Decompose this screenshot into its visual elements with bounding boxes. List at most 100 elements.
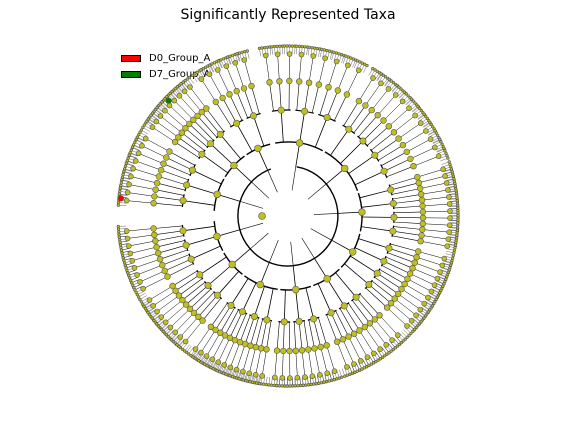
taxon-node xyxy=(452,248,457,252)
taxon-node xyxy=(142,304,146,309)
taxon-node xyxy=(385,123,392,130)
taxon-node xyxy=(310,53,317,59)
branch-line xyxy=(339,308,355,334)
taxon-node xyxy=(137,295,141,299)
branch-line xyxy=(359,189,391,199)
branch-line xyxy=(156,240,185,248)
branch-line xyxy=(127,192,155,197)
taxon-node xyxy=(380,167,388,175)
branch-line xyxy=(388,248,417,258)
taxon-node xyxy=(204,281,212,289)
taxon-node xyxy=(292,347,299,354)
taxon-node xyxy=(394,332,401,338)
taxon-node xyxy=(340,302,348,310)
taxon-node xyxy=(365,365,369,369)
taxon-node xyxy=(224,372,228,376)
taxon-node xyxy=(123,228,130,234)
branch-line xyxy=(392,194,422,200)
taxon-node xyxy=(150,302,156,309)
taxon-node xyxy=(183,78,187,83)
branch-line xyxy=(418,251,445,259)
branch-line xyxy=(267,170,278,193)
branch-line xyxy=(343,305,360,331)
taxon-node xyxy=(119,245,123,250)
taxon-node xyxy=(116,227,121,231)
taxon-node xyxy=(254,144,262,153)
taxon-node xyxy=(166,102,173,109)
taxon-node xyxy=(316,371,323,378)
branch-line xyxy=(279,81,282,111)
taxon-node xyxy=(133,140,137,144)
taxon-node xyxy=(272,44,277,49)
taxon-node xyxy=(118,189,122,193)
taxon-node xyxy=(206,71,213,78)
taxon-node xyxy=(152,237,159,245)
branch-line xyxy=(141,145,167,158)
branch-line xyxy=(283,289,286,322)
taxon-node xyxy=(182,124,189,132)
branch-line xyxy=(317,283,332,313)
taxon-node xyxy=(228,374,232,378)
taxon-node xyxy=(305,79,313,86)
taxon-node xyxy=(389,337,395,343)
branch-line xyxy=(296,81,300,111)
branch-line xyxy=(236,123,253,152)
taxon-node xyxy=(213,232,221,241)
branch-line xyxy=(193,291,215,314)
taxon-node xyxy=(280,347,287,355)
taxon-node xyxy=(359,137,367,145)
taxon-node xyxy=(171,97,178,104)
taxon-node xyxy=(117,192,121,196)
taxon-node xyxy=(203,105,210,112)
branch-line xyxy=(249,347,256,374)
taxon-node xyxy=(341,164,349,173)
branch-line xyxy=(358,115,378,137)
taxon-node xyxy=(440,142,444,146)
taxon-node xyxy=(383,354,387,358)
branch-line xyxy=(348,336,361,361)
branch-line xyxy=(277,54,280,82)
taxon-node xyxy=(151,193,158,200)
taxon-node xyxy=(399,87,403,91)
branch-line xyxy=(175,274,200,292)
branch-line xyxy=(145,138,170,152)
taxon-node xyxy=(398,285,405,293)
taxon-node xyxy=(409,265,416,272)
taxon-node xyxy=(175,85,179,89)
taxon-node xyxy=(389,227,397,235)
taxon-node xyxy=(312,382,316,386)
taxon-node xyxy=(219,94,226,102)
taxon-node xyxy=(199,317,206,324)
branch-line xyxy=(295,289,300,322)
taxon-node xyxy=(132,158,139,164)
taxon-node xyxy=(215,369,219,373)
branch-line xyxy=(390,303,412,321)
taxon-node xyxy=(445,275,449,279)
taxon-node xyxy=(383,341,390,348)
taxon-node xyxy=(166,148,173,155)
taxon-node xyxy=(269,383,274,387)
taxon-node xyxy=(181,88,188,95)
taxon-node xyxy=(182,338,189,345)
taxon-node xyxy=(337,52,341,56)
branch-line xyxy=(186,184,218,195)
taxon-node xyxy=(257,382,262,386)
branch-line xyxy=(291,166,297,191)
branch-line xyxy=(355,297,376,320)
branch-line xyxy=(390,243,419,252)
taxon-node xyxy=(418,232,425,239)
taxon-node xyxy=(311,345,318,352)
taxon-node xyxy=(439,262,446,269)
legend-label-d7: D7_Group_A xyxy=(149,68,211,80)
taxon-node xyxy=(274,51,281,58)
taxon-node xyxy=(433,129,437,133)
taxon-node xyxy=(215,67,221,73)
branch-line xyxy=(305,287,314,319)
taxon-node xyxy=(409,331,413,335)
branch-line xyxy=(251,181,270,199)
taxon-node xyxy=(189,166,197,174)
taxon-node xyxy=(414,173,421,181)
taxon-node xyxy=(267,383,271,387)
branch-line xyxy=(178,278,203,296)
taxon-node xyxy=(153,243,160,251)
